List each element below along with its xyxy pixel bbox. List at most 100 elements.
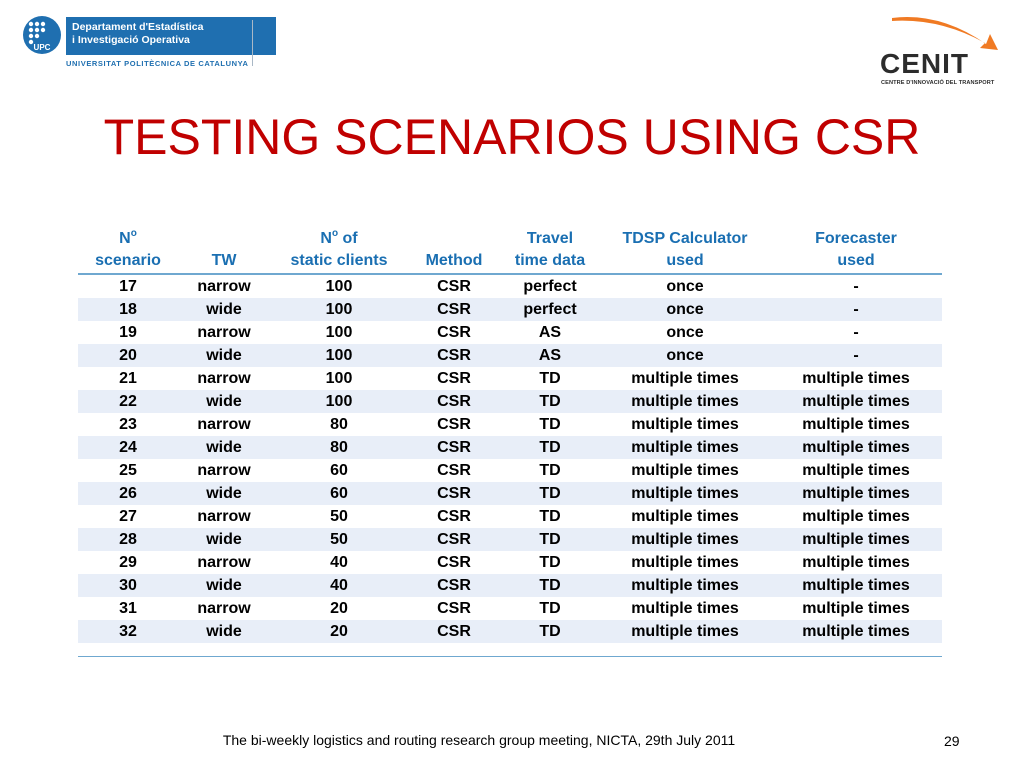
header-line2: used: [837, 252, 875, 269]
cell-static-clients: 100: [325, 369, 353, 387]
cell-travel-time-data: TD: [500, 528, 600, 551]
cell-forecaster: multiple times: [770, 620, 942, 643]
cell-scenario: 24: [78, 436, 178, 459]
cell-forecaster: -: [853, 323, 859, 341]
cell-tw: narrow: [197, 369, 251, 387]
cell-static-clients: 100: [270, 298, 408, 321]
cell-forecaster: multiple times: [802, 507, 910, 525]
cell-forecaster: multiple times: [770, 390, 942, 413]
cell-forecaster: multiple times: [802, 461, 910, 479]
cell-travel-time-data: TD: [500, 620, 600, 643]
cell-forecaster: multiple times: [802, 599, 910, 617]
table-row: 19 narrow 100 CSR AS once -: [78, 321, 942, 344]
cell-method: CSR: [408, 482, 500, 505]
cell-forecaster: multiple times: [770, 528, 942, 551]
cell-travel-time-data: TD: [500, 390, 600, 413]
cell-tw: wide: [178, 482, 270, 505]
header-line2: time data: [514, 252, 586, 269]
table-row: 29 narrow 40 CSR TD multiple times multiple ti…: [78, 551, 942, 574]
cell-static-clients: 50: [330, 507, 348, 525]
cell-travel-time-data: TD: [539, 553, 561, 571]
cell-scenario: 22: [78, 390, 178, 413]
cell-scenario: 28: [78, 528, 178, 551]
header-line1: Forecaster: [815, 230, 897, 247]
cell-tdsp-calculator: once: [666, 277, 704, 295]
cell-static-clients: 80: [330, 415, 348, 433]
cell-static-clients: 40: [330, 553, 348, 571]
cell-travel-time-data: TD: [500, 482, 600, 505]
table-row: 18 wide 100 CSR perfect once -: [78, 298, 942, 321]
cenit-subtitle: CENTRE D'INNOVACIÓ DEL TRANSPORT: [881, 80, 995, 86]
cell-tdsp-calculator: once: [600, 298, 770, 321]
cell-scenario: 21: [119, 369, 137, 387]
table-row: 30 wide 40 CSR TD multiple times multiple time…: [78, 574, 942, 597]
cenit-arrow-icon: [892, 17, 998, 50]
cell-tw: narrow: [197, 323, 251, 341]
table-row: 32 wide 20 CSR TD multiple times multiple time…: [78, 620, 942, 643]
cell-tdsp-calculator: multiple times: [600, 528, 770, 551]
cell-scenario: 18: [78, 298, 178, 321]
table-row: 27 narrow 50 CSR TD multiple times multiple ti…: [78, 505, 942, 528]
cell-tw: narrow: [197, 415, 251, 433]
cell-forecaster: multiple times: [770, 436, 942, 459]
cell-tdsp-calculator: multiple times: [600, 620, 770, 643]
cell-travel-time-data: AS: [538, 323, 562, 341]
table-row: 28 wide 50 CSR TD multiple times multiple time…: [78, 528, 942, 551]
header-travel-time-data: Travel time data: [500, 228, 600, 275]
cell-static-clients: 80: [270, 436, 408, 459]
cell-forecaster: multiple times: [770, 574, 942, 597]
cell-tw: wide: [178, 390, 270, 413]
cell-tw: narrow: [197, 599, 251, 617]
cell-method: CSR: [437, 553, 471, 571]
cell-travel-time-data: TD: [539, 599, 561, 617]
upc-university-name: UNIVERSITAT POLITÈCNICA DE CATALUNYA: [66, 59, 249, 68]
header-tw: TW: [178, 228, 270, 275]
cell-static-clients: 50: [270, 528, 408, 551]
header-line2: static clients: [290, 252, 388, 269]
cell-forecaster: multiple times: [802, 369, 910, 387]
upc-mark-text: UPC: [34, 43, 51, 52]
cell-tw: wide: [178, 436, 270, 459]
cell-static-clients: 20: [270, 620, 408, 643]
table-row: 25 narrow 60 CSR TD multiple times multiple ti…: [78, 459, 942, 482]
cenit-logo: CENIT CENTRE D'INNOVACIÓ DEL TRANSPORT: [876, 12, 1006, 87]
cell-forecaster: -: [770, 298, 942, 321]
cell-tdsp-calculator: multiple times: [600, 436, 770, 459]
cell-method: CSR: [437, 461, 471, 479]
cell-tw: wide: [178, 298, 270, 321]
cell-scenario: 30: [78, 574, 178, 597]
cell-method: CSR: [408, 344, 500, 367]
cell-travel-time-data: TD: [539, 369, 561, 387]
cell-tw: narrow: [197, 553, 251, 571]
table-row: 22 wide 100 CSR TD multiple times multiple tim…: [78, 390, 942, 413]
cell-tdsp-calculator: multiple times: [631, 507, 739, 525]
cell-method: CSR: [408, 574, 500, 597]
cell-tw: wide: [178, 528, 270, 551]
slide-title: TESTING SCENARIOS USING CSR: [103, 109, 921, 165]
header-line1: TDSP Calculator: [622, 230, 748, 247]
cell-static-clients: 60: [270, 482, 408, 505]
table-row: 24 wide 80 CSR TD multiple times multiple time…: [78, 436, 942, 459]
cell-tw: narrow: [197, 507, 251, 525]
header-forecaster: Forecaster used: [770, 228, 942, 275]
cell-static-clients: 40: [270, 574, 408, 597]
header-line2: used: [666, 252, 704, 269]
header-line1: [408, 228, 500, 250]
cell-tdsp-calculator: multiple times: [600, 574, 770, 597]
cell-travel-time-data: perfect: [500, 298, 600, 321]
cell-method: CSR: [408, 528, 500, 551]
cell-scenario: 31: [119, 599, 137, 617]
cell-tdsp-calculator: multiple times: [631, 415, 739, 433]
table-body: 17 narrow 100 CSR perfect once -18 wide 100 CSR pe…: [78, 274, 942, 643]
cell-method: CSR: [437, 507, 471, 525]
scenarios-table-container: No scenario TW No of static clients Method Tra…: [78, 228, 942, 657]
cell-tw: wide: [178, 620, 270, 643]
cell-forecaster: multiple times: [802, 415, 910, 433]
cell-scenario: 25: [119, 461, 137, 479]
upc-department-line1: Departament d'Estadística: [72, 21, 204, 33]
cell-scenario: 19: [119, 323, 137, 341]
header-line1: Travel: [526, 230, 574, 247]
header-line1: No: [119, 228, 137, 248]
cell-method: CSR: [437, 599, 471, 617]
cell-tdsp-calculator: multiple times: [600, 482, 770, 505]
